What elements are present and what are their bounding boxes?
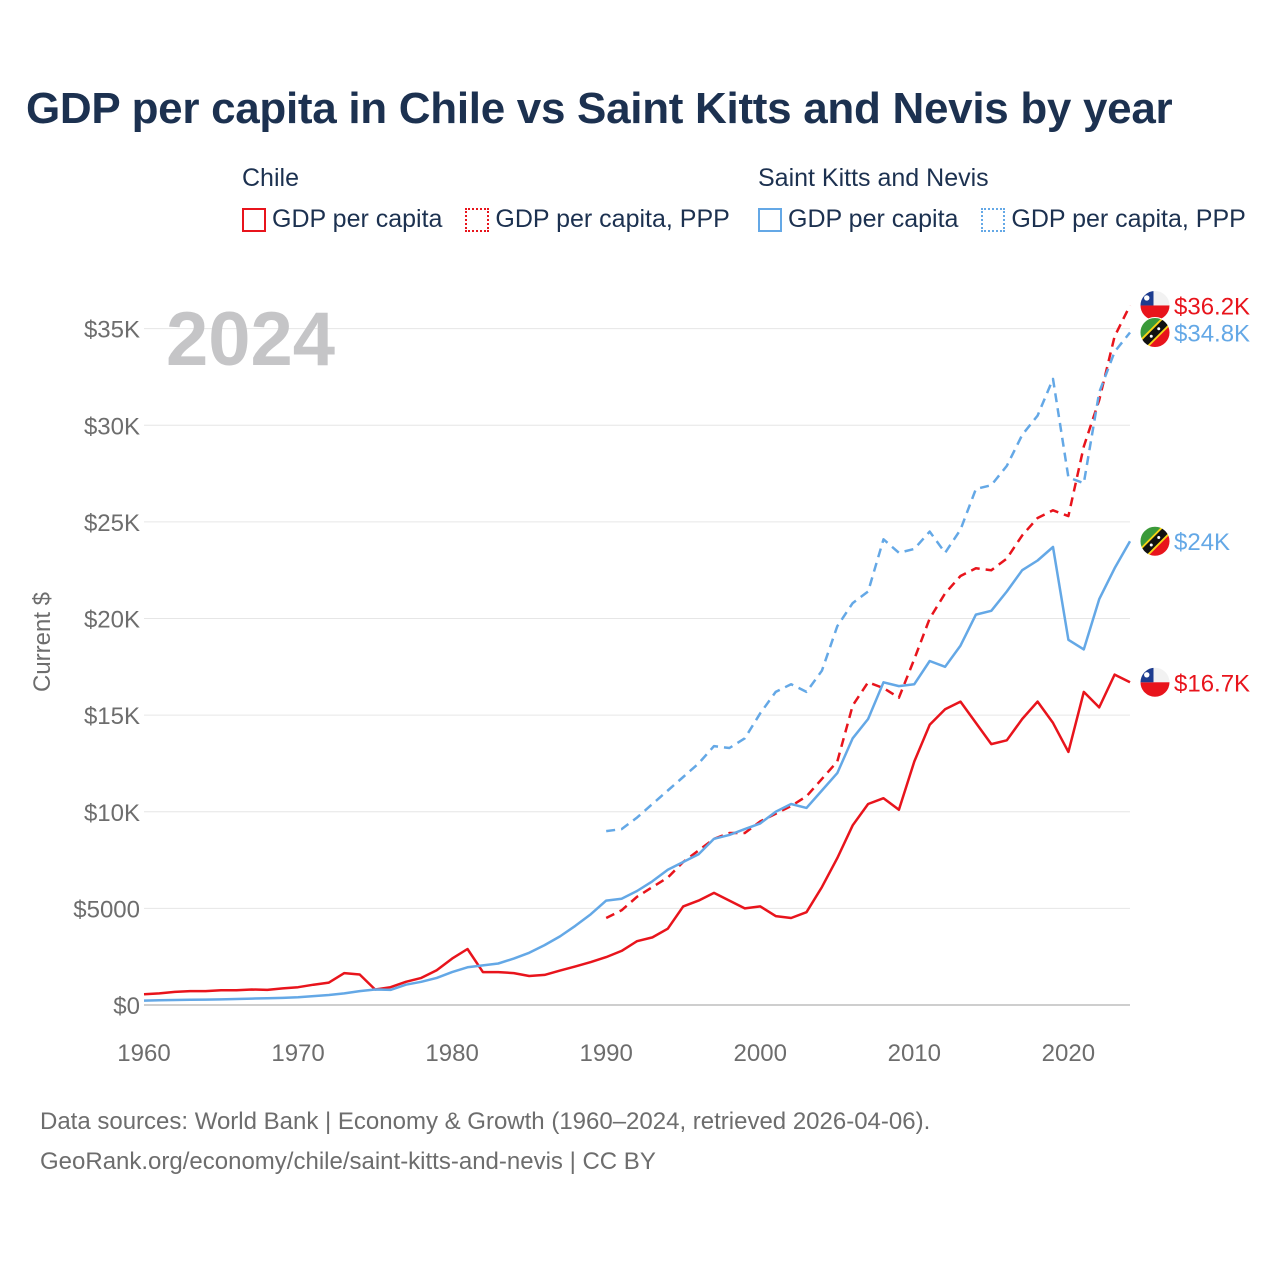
legend-swatch	[242, 207, 266, 232]
end-labels: $16.7K $36.2K $24K $34.8K	[1139, 289, 1250, 698]
x-tick-label: 1970	[271, 1040, 324, 1067]
x-tick-label: 2000	[734, 1040, 787, 1067]
legend-group-skn: Saint Kitts and Nevis GDP per capita GDP…	[758, 164, 1262, 239]
legend-label: GDP per capita, PPP	[495, 205, 730, 233]
grid-lines	[144, 328, 1130, 1006]
series-lines	[143, 304, 1132, 1002]
legend-item-skn-gdp[interactable]: GDP per capita	[758, 205, 958, 234]
series-end-label: $34.8K	[1174, 321, 1250, 348]
y-tick-label: $30K	[84, 413, 140, 440]
footer-url: GeoRank.org/economy/chile/saint-kitts-an…	[40, 1148, 656, 1175]
legend-item-chile-ppp[interactable]: GDP per capita, PPP	[465, 205, 730, 234]
year-watermark: 2024	[166, 297, 336, 382]
y-tick-labels: $0 $5000 $10K $15K $20K $25K $30K $35K	[73, 317, 140, 1020]
series-end-label: $24K	[1174, 529, 1230, 556]
x-tick-label: 1980	[425, 1040, 478, 1067]
series-end-label: $36.2K	[1174, 293, 1250, 320]
legend-group-chile: Chile GDP per capita GDP per capita, PPP	[242, 164, 746, 239]
y-tick-label: $15K	[84, 703, 140, 730]
x-tick-label: 1960	[117, 1040, 170, 1067]
legend-swatch	[981, 207, 1006, 232]
skn-flag-icon	[1139, 317, 1171, 349]
legend-label: GDP per capita	[788, 205, 959, 233]
y-tick-label: $20K	[84, 607, 140, 634]
x-tick-label: 2010	[888, 1040, 941, 1067]
series-end-label: $16.7K	[1174, 670, 1250, 697]
x-tick-labels: 1960 1970 1980 1990 2000 2010 2020	[117, 1040, 1095, 1067]
series-line-1	[143, 673, 1131, 996]
y-tick-label: $10K	[84, 800, 140, 827]
footer-sources: Data sources: World Bank | Economy & Gro…	[40, 1108, 931, 1135]
legend-group-title: Chile	[242, 164, 299, 192]
legend-label: GDP per capita	[272, 205, 443, 233]
x-tick-label: 1990	[579, 1040, 632, 1067]
legend-item-skn-ppp[interactable]: GDP per capita, PPP	[981, 205, 1246, 234]
legend-item-chile-gdp[interactable]: GDP per capita	[242, 205, 442, 234]
legend-swatch	[465, 207, 490, 232]
chile-flag-icon	[1139, 289, 1171, 321]
y-tick-label: $35K	[84, 317, 140, 344]
y-tick-label: $0	[113, 993, 140, 1020]
series-line-2	[605, 304, 1132, 920]
legend-swatch	[758, 207, 782, 232]
x-tick-label: 2020	[1042, 1040, 1095, 1067]
y-tick-label: $25K	[84, 510, 140, 537]
legend-group-title: Saint Kitts and Nevis	[758, 164, 989, 192]
series-line-3	[143, 540, 1132, 1002]
y-tick-label: $5000	[73, 896, 140, 923]
y-axis-label: Current $	[29, 592, 56, 692]
chile-flag-icon	[1139, 666, 1171, 698]
chart-title: GDP per capita in Chile vs Saint Kitts a…	[26, 84, 1173, 133]
skn-flag-icon	[1139, 525, 1171, 557]
legend-label: GDP per capita, PPP	[1011, 205, 1246, 233]
series-line-4	[606, 331, 1131, 833]
